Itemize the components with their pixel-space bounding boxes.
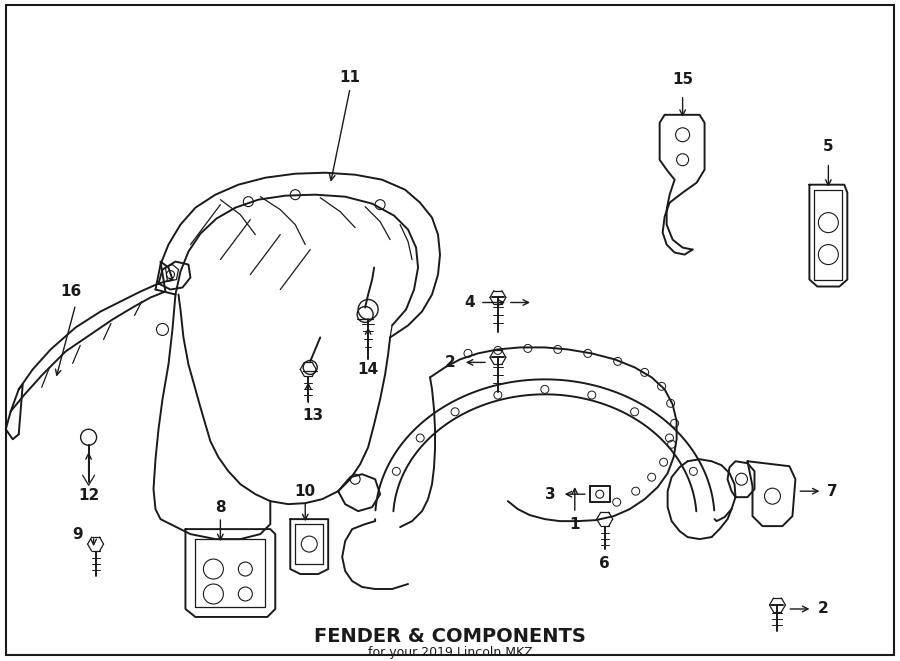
Text: 11: 11 [339, 70, 361, 85]
Text: 15: 15 [672, 72, 693, 87]
Text: 8: 8 [215, 500, 226, 515]
Text: FENDER & COMPONENTS: FENDER & COMPONENTS [314, 627, 586, 646]
Text: 4: 4 [464, 295, 475, 310]
Text: 13: 13 [302, 408, 324, 423]
Text: 2: 2 [445, 355, 455, 370]
Text: 10: 10 [294, 484, 316, 498]
Text: 6: 6 [599, 555, 610, 570]
Text: 14: 14 [357, 362, 379, 377]
Text: 2: 2 [818, 602, 829, 617]
Text: 5: 5 [824, 139, 833, 154]
Text: 7: 7 [827, 484, 838, 498]
Text: for your 2019 Lincoln MKZ: for your 2019 Lincoln MKZ [368, 646, 532, 660]
Text: 9: 9 [72, 527, 83, 541]
Text: 16: 16 [60, 284, 81, 299]
Text: 12: 12 [78, 488, 99, 502]
Text: 3: 3 [544, 486, 555, 502]
Text: 1: 1 [570, 517, 580, 531]
